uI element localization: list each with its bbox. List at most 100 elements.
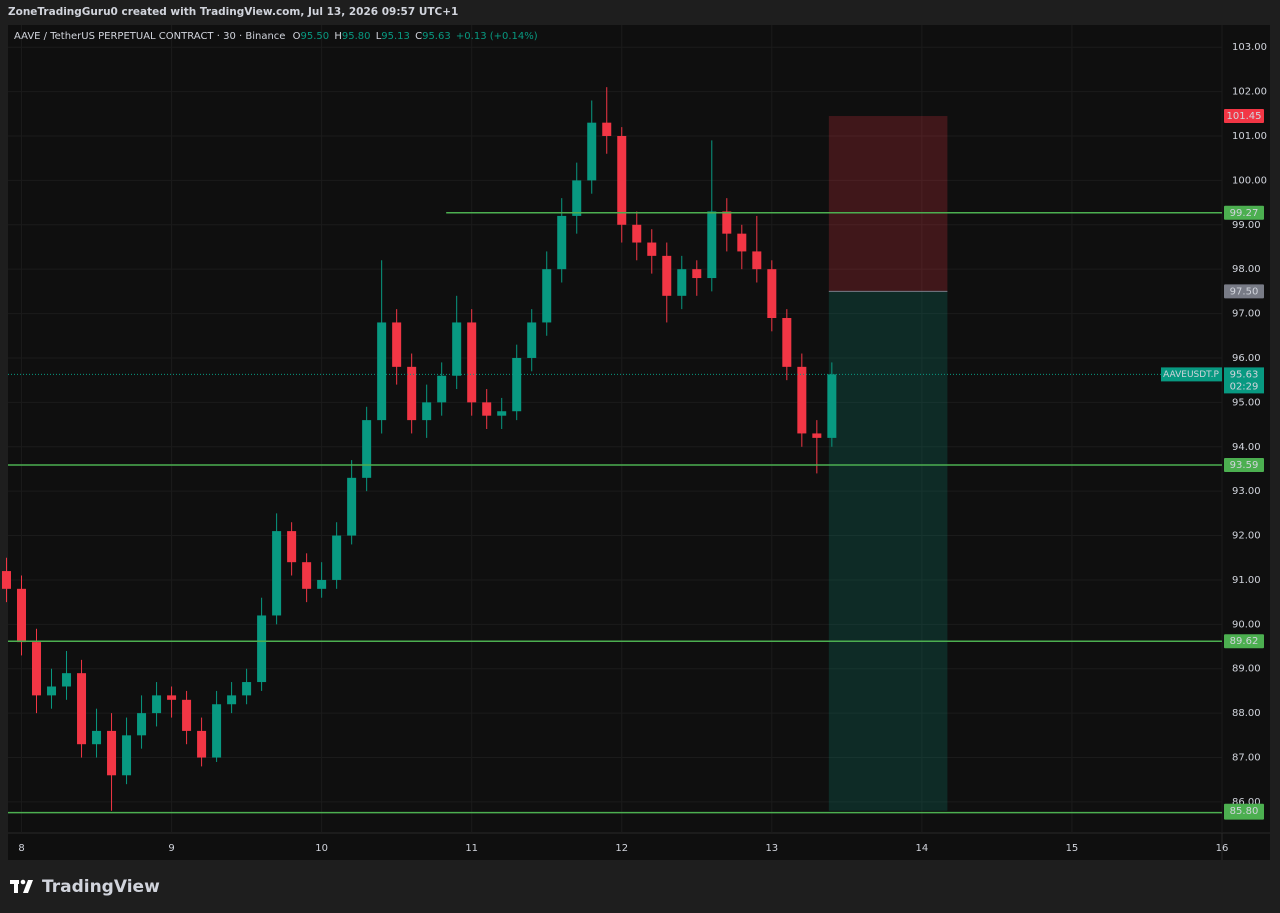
target-label: 85.80 bbox=[1230, 806, 1259, 817]
candle-body bbox=[47, 686, 57, 696]
candle-body bbox=[542, 269, 552, 323]
candle-body bbox=[17, 588, 27, 643]
y-tick-label: 100.00 bbox=[1232, 175, 1267, 186]
logo-part bbox=[23, 880, 33, 893]
candle-body bbox=[377, 322, 387, 421]
x-tick-label: 12 bbox=[615, 843, 628, 854]
candle-body bbox=[797, 366, 807, 434]
candle-body bbox=[167, 695, 177, 700]
legend-c: 95.63 bbox=[422, 31, 451, 42]
x-tick-label: 14 bbox=[916, 843, 929, 854]
candle-body bbox=[287, 531, 297, 563]
candle-body bbox=[407, 366, 417, 421]
legend: AAVE / TetherUS PERPETUAL CONTRACT · 30 … bbox=[14, 31, 538, 42]
legend-c-label: C bbox=[415, 31, 422, 42]
y-tick-label: 101.00 bbox=[1232, 131, 1267, 142]
candle-body bbox=[197, 730, 207, 758]
candle-body bbox=[452, 322, 462, 376]
y-tick-label: 102.00 bbox=[1232, 87, 1267, 98]
candle-body bbox=[182, 699, 192, 731]
y-tick-label: 89.00 bbox=[1232, 664, 1261, 675]
legend-o: 95.50 bbox=[301, 31, 330, 42]
candle-body bbox=[107, 730, 117, 776]
y-tick-label: 95.00 bbox=[1232, 397, 1261, 408]
y-tick-label: 98.00 bbox=[1232, 264, 1261, 275]
candle-body bbox=[347, 477, 357, 536]
x-tick-label: 8 bbox=[18, 843, 24, 854]
candle-body bbox=[632, 224, 642, 243]
candle-body bbox=[437, 375, 447, 403]
stop-label: 101.45 bbox=[1227, 111, 1262, 122]
candle-body bbox=[497, 411, 507, 416]
candle-body bbox=[662, 255, 672, 296]
level-label: 89.62 bbox=[1230, 636, 1259, 647]
target-label-box bbox=[1224, 803, 1264, 818]
x-tick-label: 15 bbox=[1066, 843, 1079, 854]
target-zone bbox=[828, 291, 948, 811]
legend-h: 95.80 bbox=[342, 31, 371, 42]
y-tick-label: 91.00 bbox=[1232, 575, 1261, 586]
candle-body bbox=[227, 695, 237, 705]
candle-body bbox=[317, 579, 327, 589]
x-tick-label: 16 bbox=[1216, 843, 1229, 854]
y-tick-label: 93.00 bbox=[1232, 486, 1261, 497]
candle-body bbox=[77, 673, 87, 745]
brand: TradingView bbox=[42, 877, 160, 897]
candle-body bbox=[752, 251, 762, 270]
candle-body bbox=[767, 269, 777, 319]
candle-body bbox=[617, 135, 627, 225]
candle-body bbox=[587, 122, 597, 181]
logo-part bbox=[20, 879, 26, 885]
candle-body bbox=[482, 402, 492, 416]
entry-label-box bbox=[1224, 284, 1264, 299]
x-tick-label: 11 bbox=[465, 843, 478, 854]
candle-body bbox=[557, 215, 567, 270]
x-tick-label: 13 bbox=[765, 843, 778, 854]
candle-body bbox=[62, 673, 72, 687]
candle-body bbox=[332, 535, 342, 580]
legend-title: AAVE / TetherUS PERPETUAL CONTRACT · 30 … bbox=[14, 31, 285, 42]
candle-body bbox=[272, 531, 282, 616]
candle-body bbox=[602, 122, 612, 136]
candle-body bbox=[392, 322, 402, 367]
header: ZoneTradingGuru0 created with TradingVie… bbox=[8, 6, 458, 18]
candle-body bbox=[527, 322, 537, 358]
legend-change: +0.13 (+0.14%) bbox=[456, 31, 538, 42]
candle-body bbox=[362, 420, 372, 478]
grid bbox=[8, 25, 1223, 833]
y-tick-label: 94.00 bbox=[1232, 442, 1261, 453]
legend-h-label: H bbox=[334, 31, 342, 42]
labels: 86.00 87.00 88.00 89.00 90.00 91.00 92.00 93.00… bbox=[18, 42, 1267, 854]
candle-body bbox=[677, 269, 687, 296]
candle-body bbox=[212, 704, 222, 758]
y-tick-label: 99.00 bbox=[1232, 220, 1261, 231]
candle-body bbox=[32, 642, 42, 696]
x-tick-label: 10 bbox=[315, 843, 328, 854]
candle-body bbox=[257, 615, 267, 683]
y-tick-label: 92.00 bbox=[1232, 531, 1261, 542]
logo-part bbox=[14, 880, 18, 893]
candle-body bbox=[242, 682, 252, 696]
candle-body bbox=[782, 318, 792, 367]
level-label-box bbox=[1224, 205, 1264, 220]
level-label-box bbox=[1224, 634, 1264, 649]
stop-label-box bbox=[1224, 109, 1264, 124]
stop-zone bbox=[828, 116, 948, 292]
candle-body bbox=[1, 571, 12, 589]
candle-body bbox=[422, 402, 432, 421]
candle-body bbox=[707, 211, 717, 279]
countdown-label: 02:29 bbox=[1230, 381, 1259, 392]
candle-body bbox=[737, 233, 747, 252]
candle-body bbox=[827, 374, 837, 438]
last-price-box bbox=[1224, 367, 1264, 394]
level-label-box bbox=[1224, 457, 1264, 472]
y-tick-label: 90.00 bbox=[1232, 619, 1261, 630]
candle-body bbox=[122, 735, 132, 776]
candle-body bbox=[137, 713, 147, 736]
y-tick-label: 88.00 bbox=[1232, 708, 1261, 719]
candle-body bbox=[152, 695, 162, 714]
y-tick-label: 87.00 bbox=[1232, 753, 1261, 764]
y-tick-label: 96.00 bbox=[1232, 353, 1261, 364]
level-label: 93.59 bbox=[1230, 460, 1259, 471]
legend-l-label: L bbox=[376, 31, 382, 42]
